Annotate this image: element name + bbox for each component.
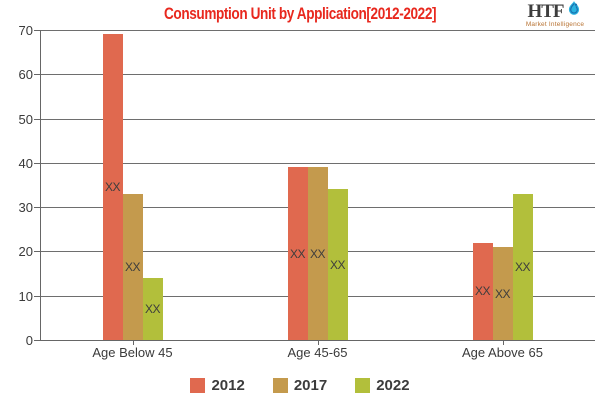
bar-data-label: XX	[124, 259, 141, 274]
htf-logo-tagline: Market Intelligence	[525, 21, 585, 28]
x-axis-label-0: Age Below 45	[92, 345, 173, 360]
legend-swatch-2012	[190, 378, 206, 393]
bar-data-label: XX	[289, 246, 306, 261]
x-tick-0	[132, 340, 134, 345]
y-axis-label-20: 20	[18, 244, 33, 260]
y-axis-label-30: 30	[18, 200, 33, 216]
chart-title-text: Consumption Unit by Application[2012-202…	[163, 4, 437, 23]
htf-logo-row: HTF	[516, 1, 594, 22]
y-tick-60	[34, 74, 40, 76]
y-axis-label-10: 10	[18, 288, 33, 304]
legend-swatch-2022	[355, 378, 371, 393]
x-tick-2	[502, 340, 504, 345]
gridline-60	[40, 74, 595, 76]
water-swirl-icon	[568, 1, 579, 15]
legend-label-2012: 2012	[211, 377, 245, 394]
y-axis-label-60: 60	[18, 67, 33, 83]
chart-legend: 2012 2017 2022	[0, 377, 600, 394]
bar-data-label: XX	[104, 180, 121, 195]
bar-data-label: XX	[474, 284, 491, 299]
bar-data-label: XX	[494, 286, 511, 301]
bar-2017-age-below-45	[122, 193, 143, 340]
bar-data-label: XX	[329, 257, 346, 272]
y-axis-label-40: 40	[18, 155, 33, 171]
y-tick-40	[34, 162, 40, 164]
y-tick-50	[34, 118, 40, 120]
y-axis	[40, 30, 41, 341]
bar-2022-age-above-65	[512, 193, 533, 340]
x-axis-label-1: Age 45-65	[287, 345, 348, 360]
y-axis-label-0: 0	[25, 333, 33, 348]
bar-2012-age-above-65	[472, 242, 493, 340]
bar-2012-age-45-65	[287, 167, 308, 340]
gridline-40	[40, 162, 595, 164]
legend-label-2022: 2022	[376, 377, 410, 394]
bar-2022-age-below-45	[142, 278, 163, 340]
y-axis-label-70: 70	[18, 23, 33, 38]
y-tick-20	[34, 251, 40, 253]
bar-2012-age-below-45	[102, 34, 123, 340]
legend-item-2017: 2017	[272, 377, 328, 394]
x-tick-1	[317, 340, 319, 345]
htf-logo-text: HTF	[527, 1, 564, 22]
legend-item-2012: 2012	[190, 377, 245, 394]
y-axis-label-50: 50	[18, 111, 33, 127]
bar-2017-age-45-65	[307, 167, 328, 340]
bar-data-label: XX	[144, 302, 161, 316]
y-tick-70	[34, 30, 40, 31]
y-tick-0	[34, 340, 40, 341]
legend-label-2017: 2017	[293, 377, 328, 394]
y-tick-30	[34, 207, 40, 209]
legend-swatch-2017	[272, 378, 288, 393]
bar-2022-age-45-65	[327, 189, 348, 340]
bar-data-label: XX	[309, 246, 326, 261]
x-axis-label-2: Age Above 65	[462, 345, 543, 360]
legend-item-2022: 2022	[355, 377, 410, 394]
gridline-70	[40, 30, 595, 31]
htf-logo: HTF Market Intelligence	[516, 1, 594, 28]
chart-title: Consumption Unit by Application[2012-202…	[0, 4, 600, 24]
gridline-50	[40, 118, 595, 120]
bar-data-label: XX	[514, 259, 531, 274]
y-tick-10	[34, 295, 40, 297]
bar-2017-age-above-65	[492, 247, 513, 340]
